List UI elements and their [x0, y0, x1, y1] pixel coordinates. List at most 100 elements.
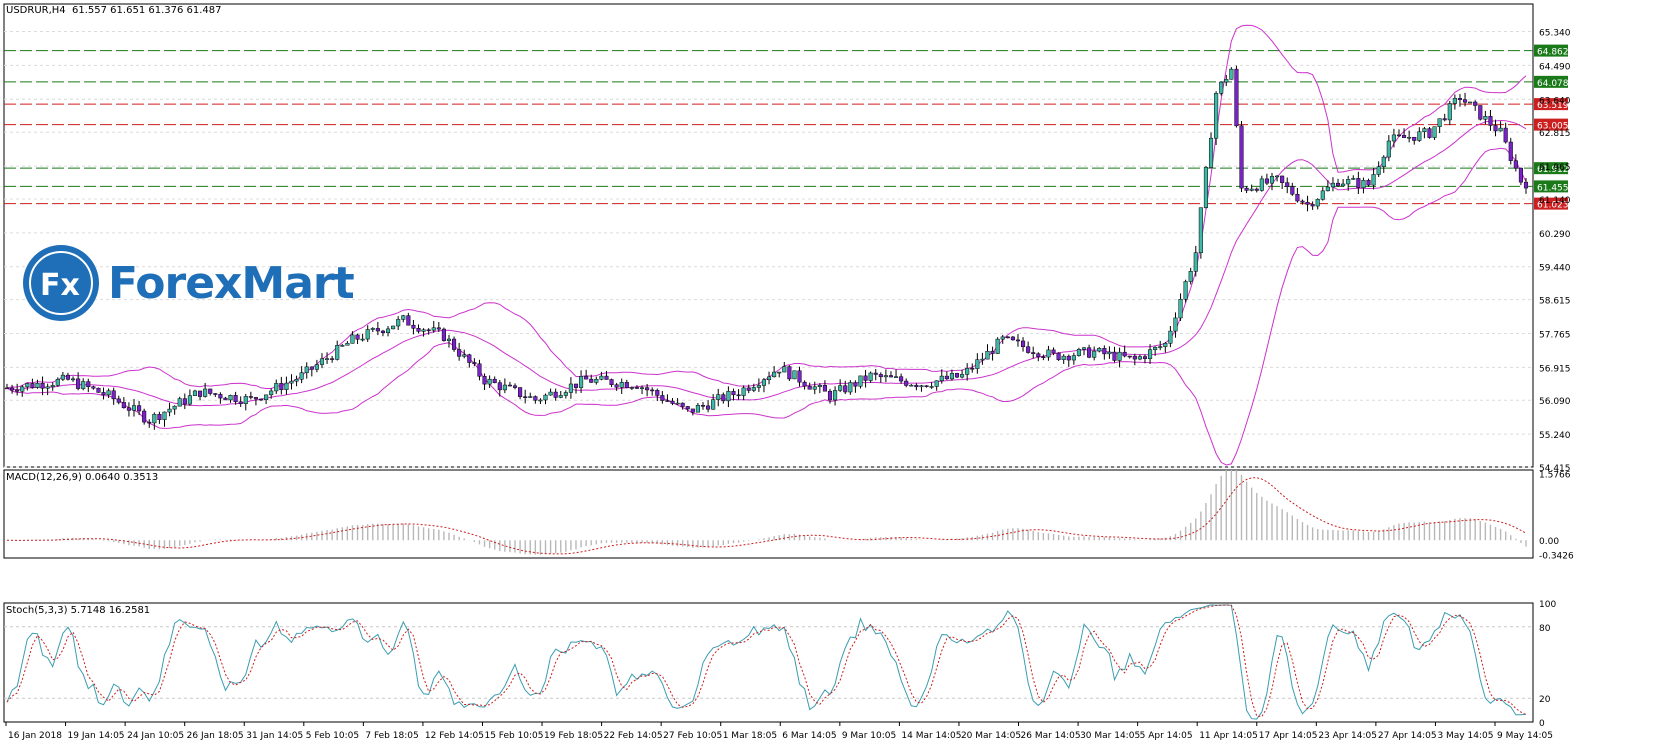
time-label: 19 Feb 18:05 — [544, 731, 603, 741]
candle-body — [385, 328, 391, 333]
candle-body — [797, 370, 802, 383]
candle-body — [1366, 180, 1371, 186]
candle-body — [380, 330, 385, 333]
candle-body — [924, 385, 929, 387]
candle-body — [319, 358, 325, 365]
candle-body — [1346, 179, 1351, 185]
candle-body — [1036, 353, 1041, 358]
candle-body — [726, 391, 731, 402]
time-label: 9 May 14:05 — [1497, 731, 1553, 741]
candle-body — [589, 378, 594, 383]
candle-body — [919, 385, 924, 388]
candle-body — [187, 395, 192, 405]
candle-body — [1468, 101, 1473, 104]
candle-body — [634, 387, 640, 389]
candle-body — [487, 378, 492, 385]
candle-body — [152, 414, 157, 424]
candle-body — [645, 387, 650, 391]
candle-body — [60, 374, 65, 380]
candle-body — [838, 385, 843, 391]
candle-body — [1229, 68, 1234, 80]
candle-body — [1107, 351, 1112, 355]
candle-body — [954, 373, 960, 378]
candle-body — [1417, 131, 1422, 141]
stoch-axis-label: 80 — [1539, 624, 1551, 634]
time-label: 6 Mar 14:05 — [782, 731, 836, 741]
candle-body — [1203, 167, 1208, 208]
candle-body — [680, 402, 685, 407]
time-label: 12 Feb 14:05 — [425, 731, 484, 741]
candle-body — [86, 381, 91, 387]
candle-body — [1249, 188, 1254, 191]
candle-body — [1041, 356, 1046, 359]
candle-body — [304, 366, 309, 373]
time-label: 20 Mar 14:05 — [961, 731, 1021, 741]
candle-body — [457, 349, 462, 357]
candle-body — [939, 375, 944, 382]
candle-body — [1183, 281, 1188, 300]
candle-body — [218, 394, 223, 399]
candle-body — [1295, 193, 1300, 202]
price-tick-label: 58.615 — [1539, 297, 1571, 307]
macd-axis-label: 1.5766 — [1539, 471, 1571, 481]
candle-body — [1269, 176, 1275, 184]
candle-body — [289, 380, 294, 384]
candle-body — [426, 329, 431, 332]
candle-body — [675, 402, 680, 405]
candle-body — [700, 405, 706, 407]
candle-body — [970, 367, 975, 370]
candle-body — [1127, 355, 1132, 358]
time-label: 23 Apr 14:05 — [1318, 731, 1377, 741]
candle-body — [142, 410, 147, 423]
candle-body — [96, 387, 101, 393]
candle-body — [1026, 346, 1031, 353]
price-tick-label: 57.765 — [1539, 330, 1571, 340]
candle-body — [238, 401, 243, 404]
symbol-name: USDRUR,H4 — [6, 5, 66, 16]
candle-body — [350, 334, 355, 344]
candle-body — [1178, 299, 1183, 319]
candle-body — [248, 396, 253, 398]
candle-body — [706, 405, 711, 410]
candle-body — [1056, 352, 1061, 360]
macd-axis-label: 0.00 — [1539, 537, 1559, 547]
time-label: 19 Jan 14:05 — [68, 731, 125, 741]
stoch-signal-line — [6, 604, 1527, 718]
candle-body — [370, 328, 375, 330]
candle-body — [888, 375, 894, 378]
candle-body — [294, 379, 299, 382]
candle-body — [1193, 252, 1198, 272]
candle-body — [203, 388, 208, 397]
level-tag — [1534, 162, 1568, 175]
candle-body — [452, 338, 457, 350]
candle-body — [1117, 351, 1122, 361]
candle-body — [431, 327, 436, 331]
candle-body — [629, 387, 634, 389]
candle-body — [396, 319, 401, 327]
candle-body — [355, 334, 360, 340]
candle-body — [909, 384, 914, 387]
candle-body — [792, 370, 797, 380]
candle-body — [1508, 141, 1513, 161]
candle-body — [960, 374, 965, 378]
candle-body — [472, 362, 477, 365]
candle-body — [101, 392, 106, 396]
candle-body — [365, 329, 370, 340]
level-tag — [1534, 180, 1568, 193]
time-label: 9 Mar 10:05 — [842, 731, 896, 741]
macd-axis-label: -0.3426 — [1539, 552, 1574, 562]
candle-body — [822, 385, 827, 392]
candle-body — [1315, 199, 1320, 207]
time-label: 26 Jan 18:05 — [187, 731, 244, 741]
candle-body — [81, 381, 86, 389]
candle-body — [1371, 174, 1376, 186]
price-tick-label: 55.240 — [1539, 431, 1571, 441]
candle-body — [182, 398, 187, 405]
candle-body — [116, 398, 121, 403]
candle-body — [55, 379, 60, 386]
candle-body — [1386, 140, 1391, 158]
stoch-axis-label: 0 — [1539, 719, 1545, 729]
candle-body — [208, 388, 213, 394]
